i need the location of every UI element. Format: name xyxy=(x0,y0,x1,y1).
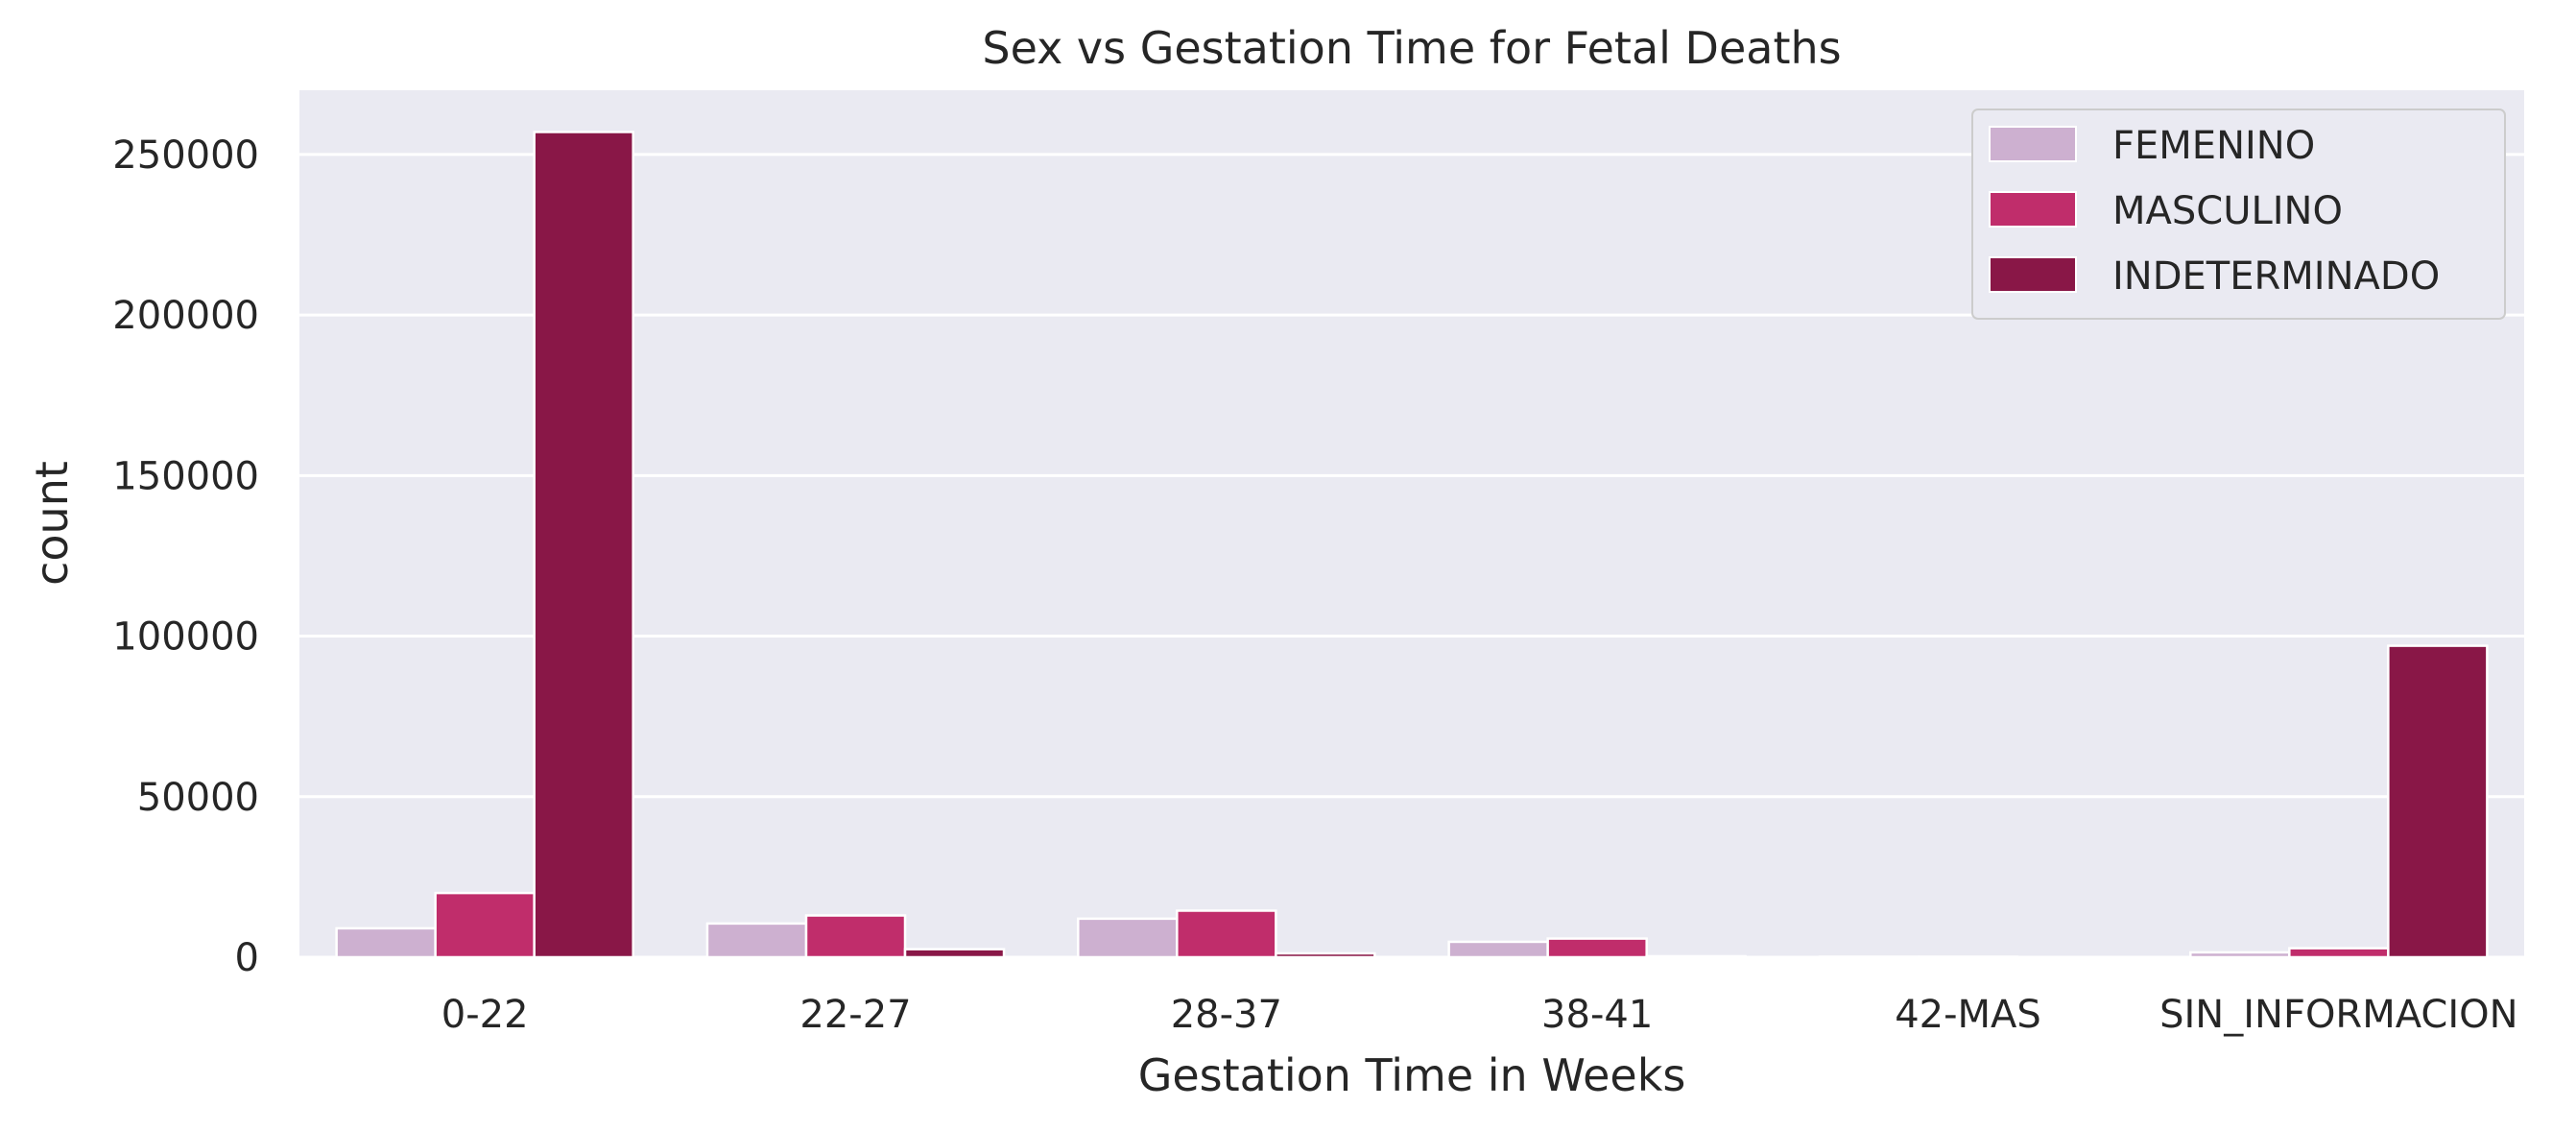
legend: FEMENINO MASCULINO INDETERMINADO xyxy=(1971,108,2506,320)
chart-title: Sex vs Gestation Time for Fetal Deaths xyxy=(982,22,1841,74)
bar-femenino-22-27 xyxy=(705,922,808,959)
x-tick-label: 38-41 xyxy=(1541,993,1653,1037)
y-tick-label: 0 xyxy=(235,936,259,980)
bar-indeterminado-22-27 xyxy=(903,948,1006,959)
x-tick-label: SIN_INFORMACION xyxy=(2159,993,2517,1037)
legend-label-femenino: FEMENINO xyxy=(2112,124,2315,168)
bar-femenino-sin_informacion xyxy=(2189,951,2291,959)
y-tick-label: 250000 xyxy=(112,133,259,178)
legend-label-indeterminado: INDETERMINADO xyxy=(2112,254,2440,299)
bar-indeterminado-28-37 xyxy=(1275,951,1376,959)
bar-femenino-0-22 xyxy=(335,926,437,959)
y-tick-label: 50000 xyxy=(137,776,259,820)
bar-masculino-22-27 xyxy=(804,914,907,959)
x-tick-labels: 0-22 22-27 28-37 38-41 42-MAS SIN_INFORMACION xyxy=(441,993,2518,1037)
legend-swatch-indeterminado xyxy=(1989,256,2077,293)
bar-masculino-42-mas xyxy=(1917,955,2019,959)
y-tick-label: 100000 xyxy=(112,615,259,660)
bar-femenino-38-41 xyxy=(1447,940,1549,959)
bars xyxy=(335,131,2489,959)
bar-femenino-28-37 xyxy=(1077,917,1179,959)
x-axis-label: Gestation Time in Weeks xyxy=(1138,1049,1686,1101)
bar-masculino-28-37 xyxy=(1176,909,1277,959)
y-axis-label: count xyxy=(26,461,78,586)
x-tick-label: 42-MAS xyxy=(1895,993,2041,1037)
y-tick-labels: 0 50000 100000 150000 200000 250000 xyxy=(112,133,259,980)
bar-indeterminado-sin_informacion xyxy=(2387,644,2489,959)
bar-masculino-38-41 xyxy=(1546,937,1648,959)
legend-swatch-masculino xyxy=(1989,191,2077,228)
x-tick-label: 0-22 xyxy=(441,993,529,1037)
y-tick-label: 200000 xyxy=(112,294,259,338)
bar-indeterminado-38-41 xyxy=(1645,954,1747,959)
legend-label-masculino: MASCULINO xyxy=(2112,189,2343,233)
bar-femenino-42-mas xyxy=(1818,955,1920,959)
bar-masculino-0-22 xyxy=(434,891,536,959)
y-tick-label: 150000 xyxy=(112,454,259,498)
x-tick-label: 22-27 xyxy=(799,993,911,1037)
legend-box xyxy=(1971,108,2506,320)
x-tick-label: 28-37 xyxy=(1171,993,1282,1037)
legend-swatch-femenino xyxy=(1989,126,2077,162)
bar-masculino-sin_informacion xyxy=(2288,947,2390,959)
bar-indeterminado-0-22 xyxy=(533,131,634,959)
